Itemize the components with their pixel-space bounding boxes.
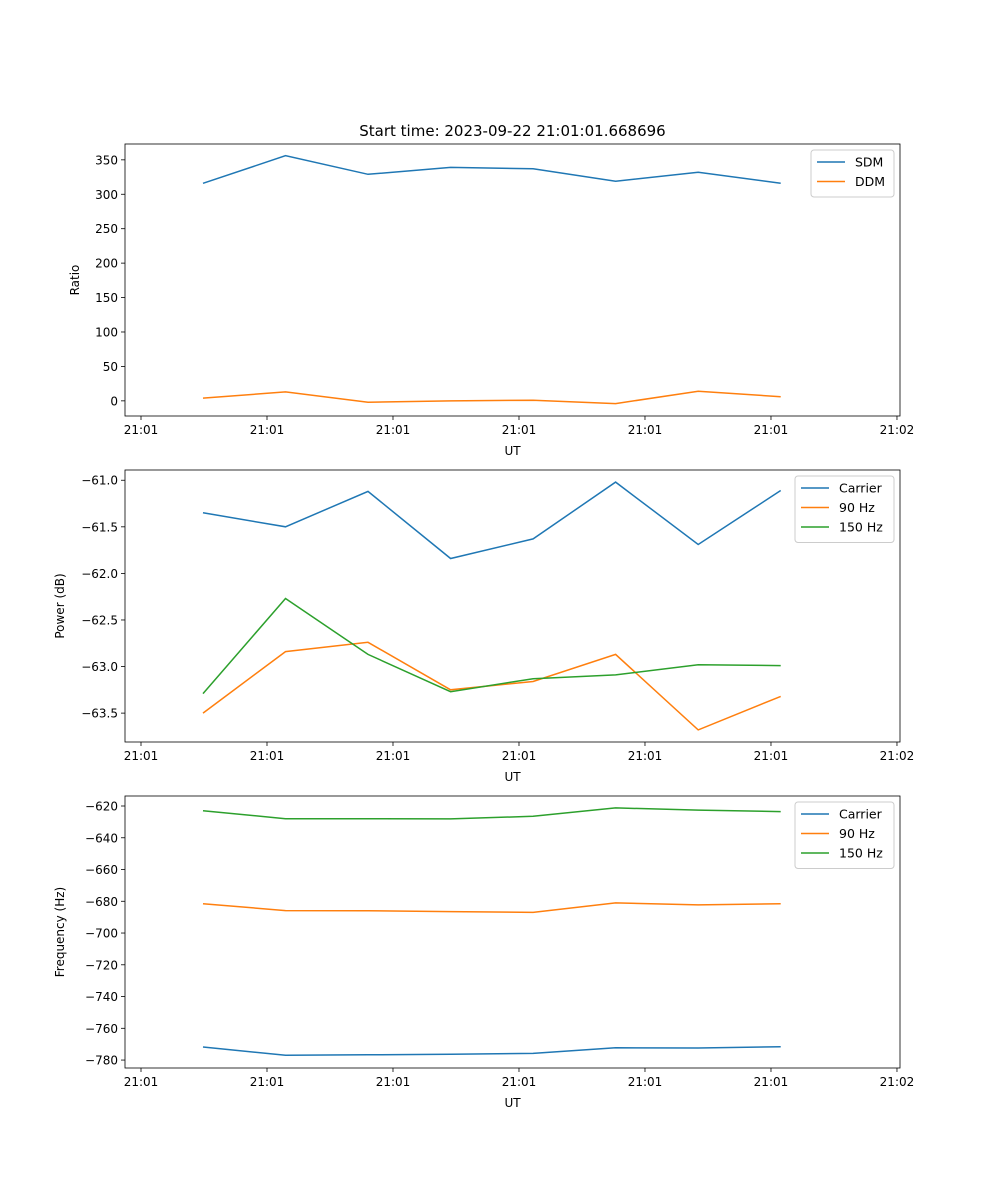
x-tick-label: 21:01 bbox=[628, 749, 663, 763]
y-tick-label: −700 bbox=[85, 927, 118, 941]
y-tick-label: 50 bbox=[103, 360, 118, 374]
y-tick-label: 300 bbox=[95, 188, 118, 202]
x-tick-label: 21:01 bbox=[754, 1075, 789, 1089]
x-tick-label: 21:01 bbox=[124, 1075, 159, 1089]
y-tick-label: −640 bbox=[85, 831, 118, 845]
subplot-3: 21:01 21:01 21:01 21:01 21:01 21:01 21:02 −780 −… bbox=[53, 795, 915, 1110]
y-tick-label: 150 bbox=[95, 291, 118, 305]
y-tick-label: −660 bbox=[85, 863, 118, 877]
chart-title: Start time: 2023-09-22 21:01:01.668696 bbox=[359, 122, 665, 140]
x-tick-label: 21:01 bbox=[628, 423, 663, 437]
series-line-sdm bbox=[202, 154, 781, 185]
x-tick-label: 21:01 bbox=[754, 423, 789, 437]
axes-frame bbox=[124, 143, 901, 417]
y-tick-label: −740 bbox=[85, 990, 118, 1004]
x-tick-label: 21:01 bbox=[376, 749, 411, 763]
legend-label: DDM bbox=[855, 174, 885, 189]
legend-label: 150 Hz bbox=[839, 520, 883, 535]
axes-frame bbox=[124, 469, 901, 743]
series-line-150-hz bbox=[202, 807, 781, 820]
y-tick-label: −63.5 bbox=[81, 707, 118, 721]
legend-label: 90 Hz bbox=[839, 500, 875, 515]
legend-box bbox=[794, 801, 895, 869]
y-tick-label: −61.0 bbox=[81, 474, 118, 488]
legend-label: 150 Hz bbox=[839, 846, 883, 861]
x-tick-label: 21:01 bbox=[250, 1075, 285, 1089]
x-tick-label: 21:01 bbox=[502, 1075, 537, 1089]
y-tick-label: 0 bbox=[110, 394, 118, 408]
x-axis-label: UT bbox=[504, 770, 521, 784]
x-tick-label: 21:01 bbox=[376, 423, 411, 437]
x-tick-label: 21:01 bbox=[502, 749, 537, 763]
subplot-2: 21:01 21:01 21:01 21:01 21:01 21:01 21:02 −63.5… bbox=[53, 469, 915, 784]
x-tick-label: 21:01 bbox=[124, 749, 159, 763]
y-tick-label: −760 bbox=[85, 1022, 118, 1036]
series-line-150-hz bbox=[202, 597, 781, 695]
legend: Carrier 90 Hz 150 Hz bbox=[794, 801, 895, 869]
x-tick-label: 21:01 bbox=[754, 749, 789, 763]
legend-label: Carrier bbox=[839, 481, 883, 496]
y-tick-label: 100 bbox=[95, 325, 118, 339]
x-tick-label: 21:01 bbox=[124, 423, 159, 437]
x-tick-label: 21:02 bbox=[880, 423, 915, 437]
x-tick-label: 21:01 bbox=[376, 1075, 411, 1089]
subplot-1: Start time: 2023-09-22 21:01:01.668696 21… bbox=[68, 122, 914, 458]
x-axis-label: UT bbox=[504, 444, 521, 458]
series-line-carrier bbox=[202, 481, 782, 560]
x-tick-label: 21:02 bbox=[880, 1075, 915, 1089]
y-axis-label: Power (dB) bbox=[53, 573, 67, 638]
series-line-90-hz bbox=[202, 902, 781, 914]
y-tick-label: −680 bbox=[85, 895, 118, 909]
x-tick-label: 21:02 bbox=[880, 749, 915, 763]
legend-label: 90 Hz bbox=[839, 826, 875, 841]
y-tick-label: −720 bbox=[85, 958, 118, 972]
x-axis-label: UT bbox=[504, 1096, 521, 1110]
y-tick-label: −62.5 bbox=[81, 613, 118, 627]
legend: SDM DDM bbox=[810, 149, 895, 198]
y-axis-label: Ratio bbox=[68, 265, 82, 296]
y-axis-label: Frequency (Hz) bbox=[53, 887, 67, 978]
y-tick-label: −61.5 bbox=[81, 520, 118, 534]
y-tick-label: −63.0 bbox=[81, 660, 118, 674]
legend-label: SDM bbox=[855, 155, 883, 170]
series-line-90-hz bbox=[202, 641, 781, 731]
y-tick-label: −780 bbox=[85, 1054, 118, 1068]
axes-frame bbox=[124, 795, 901, 1069]
legend: Carrier 90 Hz 150 Hz bbox=[794, 475, 895, 543]
x-tick-label: 21:01 bbox=[628, 1075, 663, 1089]
y-tick-label: 200 bbox=[95, 257, 118, 271]
y-tick-label: 350 bbox=[95, 153, 118, 167]
y-tick-label: 250 bbox=[95, 222, 118, 236]
series-line-carrier bbox=[202, 1045, 781, 1057]
legend-box bbox=[794, 475, 895, 543]
x-tick-label: 21:01 bbox=[250, 423, 285, 437]
x-tick-label: 21:01 bbox=[250, 749, 285, 763]
series-line-ddm bbox=[202, 390, 781, 405]
y-tick-label: −62.0 bbox=[81, 567, 118, 581]
legend-label: Carrier bbox=[839, 807, 883, 822]
x-tick-label: 21:01 bbox=[502, 423, 537, 437]
y-tick-label: −620 bbox=[85, 800, 118, 814]
